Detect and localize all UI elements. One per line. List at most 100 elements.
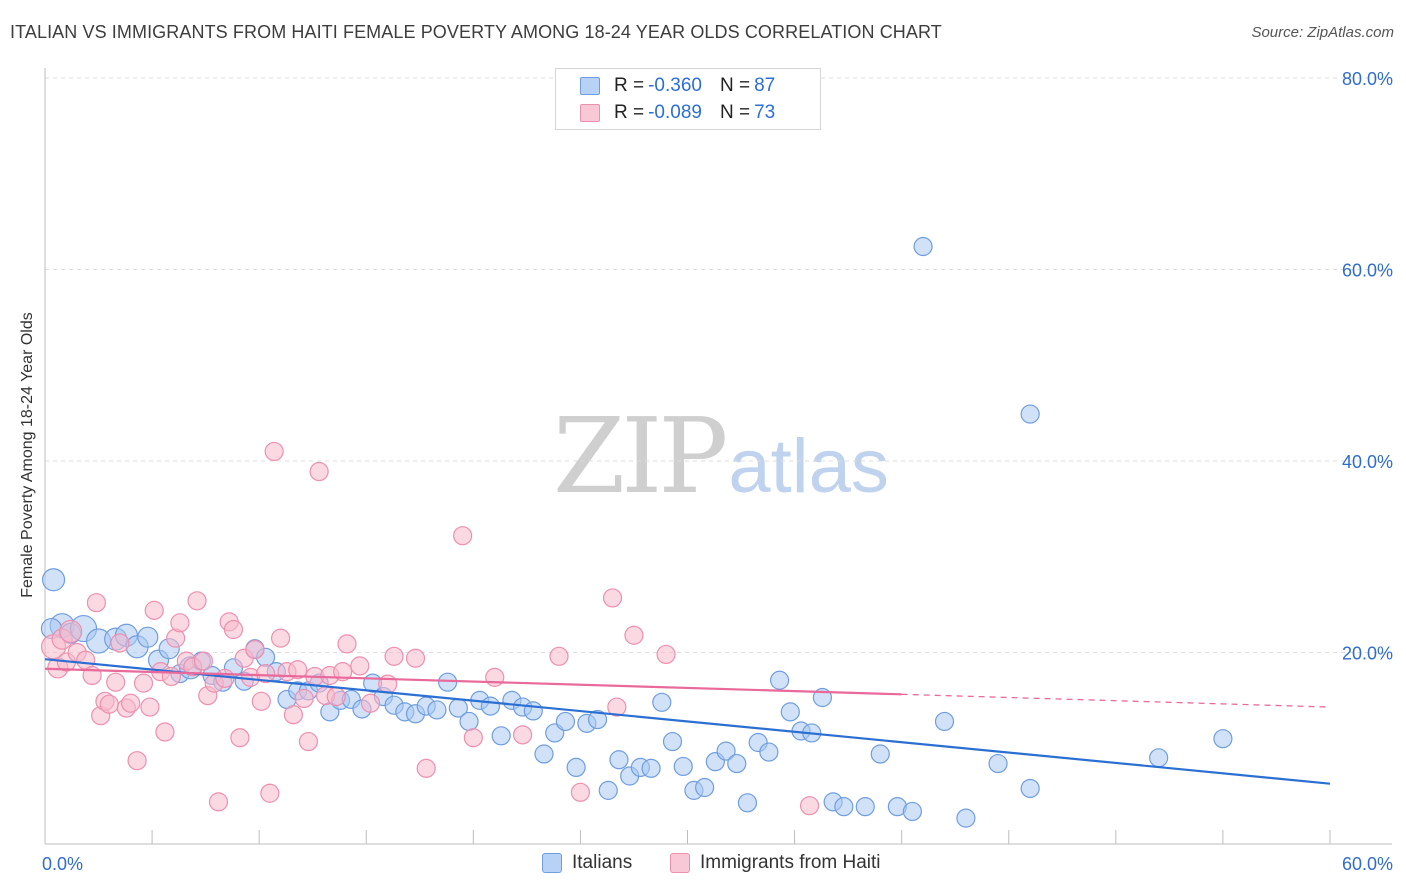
italians-point <box>523 701 543 721</box>
haiti-point <box>144 600 164 620</box>
italians-point <box>956 808 976 828</box>
haiti-point <box>106 672 126 692</box>
italians-point <box>491 726 511 746</box>
haiti-point <box>264 441 284 462</box>
haiti-point <box>260 783 280 803</box>
haiti-point <box>187 591 207 611</box>
haiti-point <box>288 660 308 680</box>
haiti-point <box>255 663 276 684</box>
italians-point <box>137 626 159 648</box>
haiti-point <box>512 725 533 745</box>
italians-point <box>902 801 922 822</box>
italians-point <box>716 741 736 761</box>
y-tick-label: 40.0% <box>1342 452 1393 472</box>
italians-point <box>769 670 790 690</box>
haiti-point <box>133 673 154 693</box>
y-tick-label: 60.0% <box>1342 261 1393 281</box>
haiti-point <box>624 625 644 645</box>
n-label: N = <box>719 102 751 123</box>
haiti-point <box>416 758 436 778</box>
haiti-point <box>656 644 676 665</box>
haiti-swatch <box>580 104 600 122</box>
haiti-point <box>326 686 346 707</box>
italians-point <box>1213 729 1233 749</box>
italians-point <box>555 711 576 732</box>
legend-row-italians: R = -0.360 N = 87 <box>580 73 776 99</box>
haiti-point <box>337 634 357 654</box>
italians-point <box>534 744 554 764</box>
haiti-point <box>208 792 229 812</box>
haiti-point <box>570 782 591 802</box>
haiti-point <box>602 588 623 608</box>
haiti-point <box>215 668 235 688</box>
haiti-point <box>463 728 483 748</box>
series-legend: Italians Immigrants from Haiti <box>0 852 1406 878</box>
r-label: R = <box>614 102 645 123</box>
x-tick-label: 60.0% <box>1342 854 1393 874</box>
source-label: Source: ZipAtlas.com <box>1251 24 1394 41</box>
haiti-point <box>86 593 107 613</box>
italians-point <box>566 757 586 778</box>
italians-point <box>988 753 1008 774</box>
legend-item-haiti[interactable]: Immigrants from Haiti <box>670 852 881 874</box>
haiti-legend-swatch <box>670 853 690 873</box>
legend-row-haiti: R = -0.089 N = 73 <box>580 100 775 126</box>
haiti-point <box>294 688 314 709</box>
r-value: -0.089 <box>648 102 702 123</box>
haiti-point <box>607 697 627 717</box>
haiti-point <box>223 619 244 640</box>
haiti-point <box>110 633 130 653</box>
haiti-point <box>140 697 160 717</box>
haiti-trend-line <box>44 667 902 696</box>
haiti-point <box>59 619 83 644</box>
haiti-point <box>350 656 370 676</box>
haiti-point <box>549 646 569 666</box>
italians-point <box>759 742 779 762</box>
italians-point <box>662 731 683 752</box>
italians-point <box>641 758 661 778</box>
italians-point <box>913 236 933 257</box>
haiti-point <box>245 640 265 660</box>
haiti-point <box>333 662 353 682</box>
haiti-point <box>485 667 505 687</box>
italians-point <box>870 744 890 764</box>
r-label: R = <box>614 75 645 96</box>
italians-point <box>855 797 875 817</box>
italians-point <box>598 780 618 800</box>
italians-point <box>652 692 672 712</box>
italians-point <box>1020 404 1040 424</box>
italians-point <box>587 709 608 730</box>
watermark-zip: ZIP <box>553 395 728 517</box>
haiti-point <box>251 691 271 711</box>
correlation-legend: R = -0.360 N = 87 R = -0.089 N = 73 <box>555 68 821 130</box>
haiti-point <box>453 526 473 546</box>
italians-point <box>41 568 66 592</box>
haiti-point <box>193 651 214 671</box>
haiti-point <box>121 693 141 713</box>
n-value: 87 <box>754 75 776 96</box>
italians-point <box>737 793 758 813</box>
italians-swatch <box>580 77 600 95</box>
watermark-atlas: atlas <box>728 424 889 509</box>
legend-label-haiti: Immigrants from Haiti <box>700 852 881 873</box>
italians-point <box>727 753 747 774</box>
haiti-point <box>99 694 119 714</box>
haiti-point <box>360 693 381 713</box>
italians-point <box>834 797 854 817</box>
italians-point <box>480 696 501 716</box>
legend-item-italians[interactable]: Italians <box>542 852 632 874</box>
x-tick-label: 0.0% <box>42 854 83 874</box>
y-tick-label: 80.0% <box>1342 69 1393 89</box>
italians-point <box>438 672 458 692</box>
haiti-point <box>405 648 426 668</box>
haiti-point <box>230 728 250 748</box>
chart-title: ITALIAN VS IMMIGRANTS FROM HAITI FEMALE … <box>10 22 942 42</box>
y-tick-label: 20.0% <box>1342 644 1393 664</box>
legend-label-italians: Italians <box>572 852 633 873</box>
haiti-point <box>127 751 147 771</box>
italians-point <box>459 711 479 732</box>
italians-trend-line <box>44 658 1331 785</box>
haiti-point <box>384 646 404 666</box>
haiti-point <box>155 722 175 742</box>
